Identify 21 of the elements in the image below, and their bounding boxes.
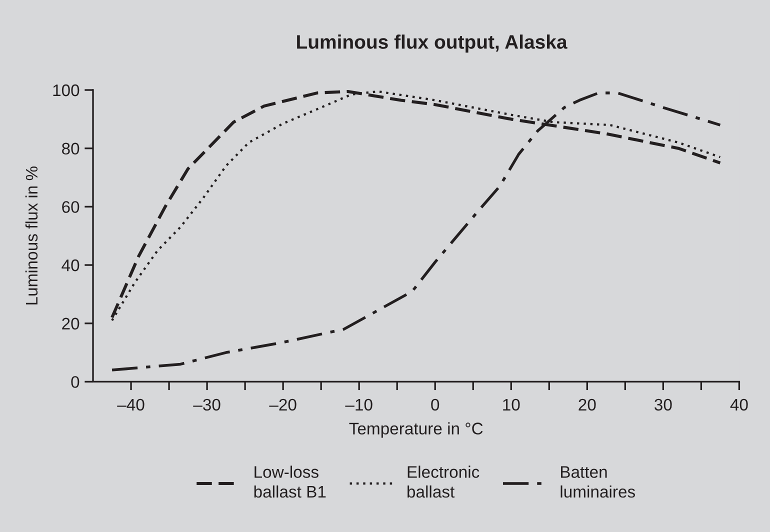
x-axis-title: Temperature in °C — [349, 422, 483, 438]
y-axis-title: Luminous flux in % — [25, 166, 38, 304]
x-tick-label: 0 — [431, 398, 440, 411]
y-tick-label: 60 — [62, 201, 80, 213]
y-tick-label: 100 — [53, 84, 80, 96]
legend-label: Electronic ballast — [408, 466, 480, 498]
x-tick-label: –10 — [345, 398, 372, 411]
y-tick-label: 0 — [71, 376, 80, 388]
x-tick-label: 20 — [578, 398, 596, 411]
y-tick-label: 20 — [62, 318, 80, 330]
y-tick-label: 80 — [62, 142, 80, 155]
x-tick-label: –30 — [193, 398, 220, 411]
x-tick-label: –20 — [269, 398, 296, 411]
x-tick-label: 30 — [654, 398, 672, 411]
legend-label: Low-loss ballast B1 — [254, 466, 326, 498]
legend-label: Batten luminaires — [560, 466, 635, 498]
chart-title: Luminous flux output, Alaska — [297, 34, 568, 53]
x-tick-label: 40 — [730, 398, 748, 411]
y-tick-label: 40 — [62, 259, 80, 272]
x-tick-label: –40 — [117, 398, 144, 411]
x-tick-label: 10 — [503, 398, 520, 411]
